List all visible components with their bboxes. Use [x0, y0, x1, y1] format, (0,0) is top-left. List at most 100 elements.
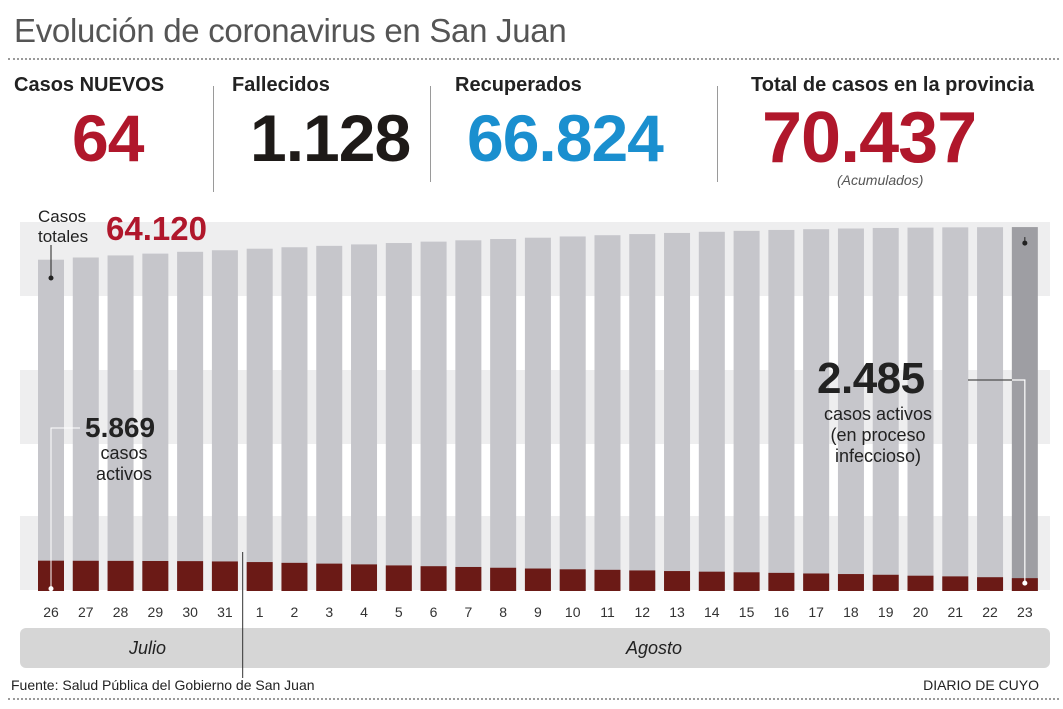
- bar-active-21: [942, 576, 969, 591]
- tick-label-18: 18: [843, 604, 859, 620]
- tick-label-6: 6: [430, 604, 438, 620]
- bar-active-9: [524, 568, 551, 591]
- tick-label-30: 30: [182, 604, 198, 620]
- bar-total-4: [351, 244, 378, 592]
- bar-active-5: [385, 565, 412, 591]
- tick-label-12: 12: [634, 604, 650, 620]
- tick-label-2: 2: [291, 604, 299, 620]
- bar-total-14: [698, 231, 725, 591]
- recuperados-value: 66.824: [467, 101, 664, 175]
- tick-label-7: 7: [464, 604, 472, 620]
- bar-active-16: [768, 572, 795, 591]
- bar-total-12: [629, 234, 656, 591]
- bar-active-18: [837, 574, 864, 591]
- activos-end-label: casos activos (en proceso infeccioso): [823, 404, 933, 466]
- bar-active-15: [733, 572, 760, 591]
- dot-totales: [48, 275, 54, 281]
- bar-total-3: [316, 245, 343, 591]
- bar-active-27: [72, 560, 99, 591]
- separator: [717, 86, 718, 182]
- bar-total-1: [246, 248, 273, 592]
- bar-total-11: [594, 235, 621, 591]
- bar-total-31: [211, 250, 238, 591]
- tick-label-14: 14: [704, 604, 720, 620]
- leader-activos-start: [50, 427, 80, 589]
- bar-total-19: [872, 227, 899, 591]
- bar-total-22: [977, 227, 1004, 592]
- tick-label-19: 19: [878, 604, 894, 620]
- tick-label-1: 1: [256, 604, 264, 620]
- tick-label-31: 31: [217, 604, 233, 620]
- chart-title: Evolución de coronavirus en San Juan: [14, 12, 567, 49]
- dot-activos-end: [1022, 580, 1028, 586]
- tick-label-17: 17: [808, 604, 824, 620]
- bar-total-10: [559, 236, 586, 592]
- bar-active-4: [351, 564, 378, 591]
- bar-active-20: [907, 575, 934, 591]
- bar-active-8: [490, 567, 517, 591]
- bar-active-28: [107, 560, 134, 591]
- tick-label-16: 16: [774, 604, 790, 620]
- bar-active-13: [664, 571, 691, 591]
- total-value: 70.437: [762, 98, 977, 178]
- bar-total-13: [664, 232, 691, 591]
- months-band: [20, 628, 1050, 668]
- tick-label-5: 5: [395, 604, 403, 620]
- fallecidos-value: 1.128: [250, 101, 411, 175]
- bar-total-6: [420, 241, 447, 591]
- bar-total-29: [142, 253, 169, 591]
- total-note: (Acumulados): [837, 172, 924, 188]
- bar-total-27: [72, 257, 99, 591]
- source-note: Fuente: Salud Pública del Gobierno de Sa…: [11, 677, 315, 693]
- bar-active-6: [420, 566, 447, 591]
- dot-activos-start: [48, 586, 54, 592]
- tick-label-28: 28: [113, 604, 129, 620]
- bar-total-30: [177, 251, 204, 591]
- bar-active-3: [316, 563, 343, 591]
- tick-label-3: 3: [325, 604, 333, 620]
- bar-active-29: [142, 560, 169, 591]
- tick-label-20: 20: [913, 604, 929, 620]
- casos-totales-value: 64.120: [106, 210, 207, 247]
- separator: [213, 86, 214, 192]
- recuperados-label: Recuperados: [455, 74, 582, 96]
- bar-active-10: [559, 569, 586, 591]
- bar-total-20: [907, 227, 934, 591]
- activos-start-label: casos activos: [95, 443, 153, 484]
- bar-total-2: [281, 247, 308, 592]
- casos-totales-label: Casos totales: [38, 207, 89, 246]
- bar-total-5: [385, 243, 412, 591]
- tick-label-8: 8: [499, 604, 507, 620]
- brand-name: DIARIO DE CUYO: [923, 677, 1039, 693]
- tick-label-23: 23: [1017, 604, 1033, 620]
- footer-divider: [8, 698, 1059, 700]
- tick-label-29: 29: [148, 604, 164, 620]
- bar-active-19: [872, 574, 899, 591]
- dot-total-last: [1022, 240, 1028, 246]
- header-divider: [8, 58, 1059, 60]
- tick-label-13: 13: [669, 604, 685, 620]
- total-label: Total de casos en la provincia: [751, 74, 1035, 96]
- tick-label-27: 27: [78, 604, 94, 620]
- bar-active-12: [629, 570, 656, 591]
- bar-total-21: [942, 227, 969, 591]
- bar-active-7: [455, 566, 482, 591]
- fallecidos-label: Fallecidos: [232, 74, 330, 96]
- bar-total-9: [524, 237, 551, 591]
- bar-active-11: [594, 569, 621, 591]
- bar-total-18: [837, 228, 864, 592]
- nuevos-label: Casos NUEVOS: [14, 74, 165, 96]
- bar-active-17: [803, 573, 830, 591]
- tick-label-10: 10: [565, 604, 581, 620]
- tick-label-4: 4: [360, 604, 368, 620]
- month-agosto: Agosto: [626, 638, 683, 658]
- tick-label-11: 11: [600, 604, 615, 620]
- nuevos-value: 64: [72, 101, 144, 175]
- bar-active-1: [246, 562, 273, 591]
- bar-active-14: [698, 571, 725, 591]
- bar-total-16: [768, 229, 795, 591]
- tick-label-22: 22: [982, 604, 998, 620]
- bar-active-31: [211, 561, 238, 591]
- activos-start-value: 5.869: [85, 412, 156, 443]
